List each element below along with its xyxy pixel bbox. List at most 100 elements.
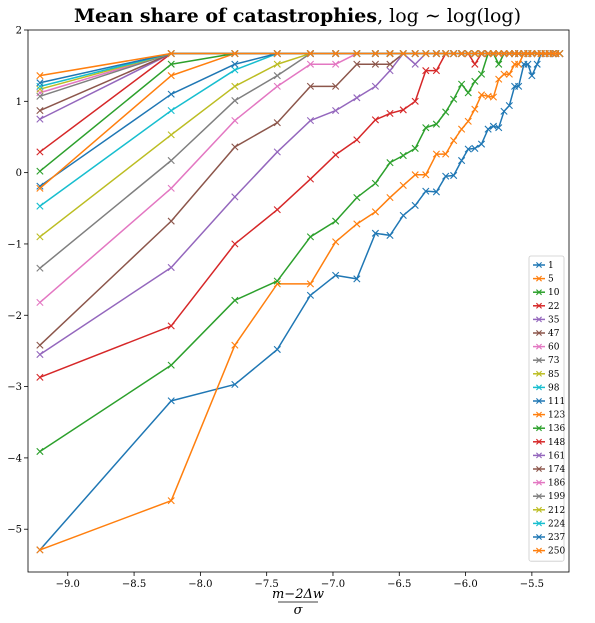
data-point (495, 49, 503, 58)
data-point (36, 264, 44, 272)
data-point (332, 271, 340, 279)
data-point (306, 49, 315, 58)
legend-label: 199 (548, 492, 565, 502)
data-point (167, 72, 175, 80)
data-point (442, 49, 450, 58)
data-point (36, 447, 44, 456)
series-layer (36, 49, 564, 554)
data-point (399, 211, 407, 220)
legend-swatch-marker (536, 316, 542, 323)
data-point (489, 122, 498, 130)
plot-frame (27, 29, 570, 573)
legend-swatch-marker (536, 370, 542, 377)
data-point (353, 194, 361, 202)
x-tick-label: −8.0 (188, 579, 212, 590)
data-point (458, 80, 466, 88)
data-point (484, 49, 492, 58)
data-point (231, 143, 239, 151)
legend-swatch-marker (536, 479, 542, 486)
data-point (450, 171, 458, 180)
series-250 (36, 49, 564, 80)
data-point (411, 171, 419, 179)
data-point (500, 49, 508, 58)
data-point (353, 220, 361, 228)
legend-swatch-marker (536, 275, 542, 282)
y-tick-label: −5 (7, 525, 22, 536)
data-point (471, 60, 479, 68)
data-point (450, 136, 458, 145)
data-point (36, 546, 44, 554)
data-point (458, 156, 466, 165)
data-point (549, 49, 557, 58)
data-point (231, 296, 239, 304)
data-point (332, 217, 340, 225)
data-point (464, 117, 472, 125)
data-point (353, 49, 361, 58)
data-point (371, 60, 379, 68)
data-point (371, 49, 379, 58)
data-point (167, 497, 175, 505)
data-point (471, 49, 479, 58)
data-point (167, 106, 175, 115)
data-point (231, 97, 239, 105)
data-point (515, 60, 523, 68)
data-point (471, 144, 479, 152)
data-point (231, 49, 239, 58)
data-point (36, 233, 44, 241)
legend-entry-186: 186 (533, 479, 565, 489)
legend-label: 212 (548, 506, 565, 516)
legend-swatch-marker (536, 330, 542, 336)
data-point (477, 140, 486, 148)
y-tick-label: −3 (7, 382, 22, 393)
data-point (36, 298, 44, 307)
data-point (371, 229, 379, 237)
data-point (386, 159, 394, 167)
data-point (306, 82, 315, 90)
data-point (411, 97, 419, 105)
legend-label: 35 (548, 315, 560, 325)
data-point (422, 187, 430, 195)
data-point (273, 119, 281, 127)
legend-swatch-marker (536, 438, 542, 445)
data-point (36, 79, 44, 87)
data-point (306, 116, 315, 125)
data-point (399, 49, 407, 58)
data-point (306, 291, 315, 299)
legend-label: 148 (548, 438, 565, 448)
legend-label: 136 (548, 424, 565, 434)
legend-label: 111 (548, 397, 565, 407)
data-point (167, 397, 175, 405)
legend-label: 161 (548, 451, 565, 461)
data-point (386, 60, 394, 68)
axes: −9.0 −8.5 −8.0 −7.5 −7.0 −6.5 −6.0 −5.5 −5 −4 −3 −2… (7, 26, 570, 590)
data-point (332, 151, 340, 159)
x-axis-label: m−2Δw σ (272, 587, 324, 618)
data-point (371, 208, 379, 216)
data-point (515, 82, 523, 90)
data-point (422, 171, 430, 179)
legend-swatch-marker (536, 302, 542, 309)
data-point (36, 148, 44, 156)
data-point (432, 120, 440, 128)
legend-swatch-marker (536, 398, 542, 404)
legend-entry-22: 22 (533, 302, 559, 312)
legend-swatch-marker (536, 384, 542, 391)
data-point (306, 175, 315, 183)
data-point (505, 70, 513, 78)
legend-label: 85 (548, 370, 560, 380)
data-point (353, 60, 361, 68)
data-point (332, 82, 340, 90)
chart-title-bold: Mean share of catastrophies (74, 5, 377, 27)
y-tick-label: 2 (16, 26, 22, 37)
data-point (411, 144, 419, 152)
legend-swatch-marker (536, 425, 542, 432)
y-tick-label: 0 (16, 168, 22, 179)
legend-label: 250 (548, 547, 565, 557)
series-line (39, 52, 560, 551)
legend-swatch-marker (536, 411, 542, 418)
y-tick-label: −2 (7, 311, 22, 322)
data-point (422, 67, 430, 75)
legend-entry-199: 199 (533, 492, 565, 502)
chart-title-rest: , log ∼ log(log) (377, 5, 521, 27)
